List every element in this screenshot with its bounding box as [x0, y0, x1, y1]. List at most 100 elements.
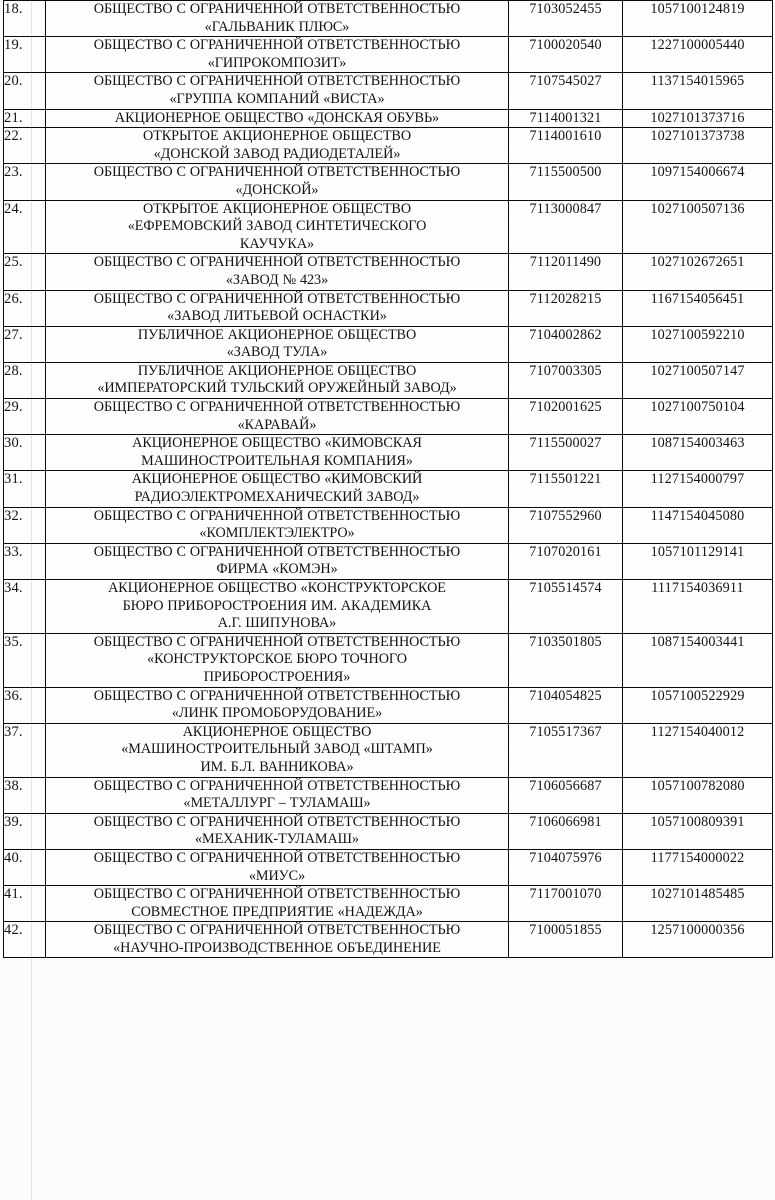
inn-value: 7103052455	[508, 0, 623, 38]
row-number: 42.	[3, 921, 46, 959]
ogrn-value: 1027100507147	[622, 361, 773, 400]
row-number: 33.	[3, 542, 46, 581]
inn-value: 7107020161	[508, 542, 623, 581]
row-number: 25.	[3, 253, 46, 291]
table-row: 38. ОБЩЕСТВО С ОГРАНИЧЕННОЙ ОТВЕТСТВЕННОС…	[3, 776, 773, 814]
registry-table: 18. ОБЩЕСТВО С ОГРАНИЧЕННОЙ ОТВЕТСТВЕННОС…	[3, 0, 773, 959]
organization-name-line: АКЦИОНЕРНОЕ ОБЩЕСТВО	[182, 723, 372, 740]
organization-name-line: «ЕФРЕМОВСКИЙ ЗАВОД СИНТЕТИЧЕСКОГО	[127, 218, 427, 235]
table-row: 29. ОБЩЕСТВО С ОГРАНИЧЕННОЙ ОТВЕТСТВЕННОС…	[3, 398, 773, 436]
organization-name-line: ОТКРЫТОЕ АКЦИОНЕРНОЕ ОБЩЕСТВО	[142, 200, 412, 217]
ogrn-value: 1127154040012	[622, 722, 773, 778]
row-number: 18.	[3, 0, 46, 38]
organization-name-line: РАДИОЭЛЕКТРОМЕХАНИЧЕСКИЙ ЗАВОД»	[134, 489, 420, 506]
inn-value: 7113000847	[508, 199, 623, 255]
inn-value: 7114001610	[508, 127, 623, 165]
organization-name: ОБЩЕСТВО С ОГРАНИЧЕННОЙ ОТВЕТСТВЕННОСТЬЮ…	[45, 0, 509, 38]
organization-name: ОТКРЫТОЕ АКЦИОНЕРНОЕ ОБЩЕСТВО «ДОНСКОЙ ЗА…	[45, 127, 509, 165]
inn-value: 7100020540	[508, 36, 623, 74]
organization-name: ОБЩЕСТВО С ОГРАНИЧЕННОЙ ОТВЕТСТВЕННОСТЬЮ…	[45, 506, 509, 544]
ogrn-value: 1177154000022	[622, 848, 773, 887]
organization-name-line: «КОМПЛЕКТЭЛЕКТРО»	[199, 525, 355, 542]
organization-name: ОБЩЕСТВО С ОГРАНИЧЕННОЙ ОТВЕТСТВЕННОСТЬЮ…	[45, 253, 509, 291]
organization-name-line: ОБЩЕСТВО С ОГРАНИЧЕННОЙ ОТВЕТСТВЕННОСТЬЮ	[93, 687, 461, 704]
organization-name: ОБЩЕСТВО С ОГРАНИЧЕННОЙ ОТВЕТСТВЕННОСТЬЮ…	[45, 632, 509, 688]
ogrn-value: 1087154003463	[622, 434, 773, 472]
inn-value: 7117001070	[508, 885, 623, 923]
row-number: 38.	[3, 776, 46, 814]
inn-value: 7115500500	[508, 163, 623, 201]
table-row: 31. АКЦИОНЕРНОЕ ОБЩЕСТВО «КИМОВСКИЙ РАДИОЭ…	[3, 470, 773, 508]
organization-name-line: ОБЩЕСТВО С ОГРАНИЧЕННОЙ ОТВЕТСТВЕННОСТЬЮ	[93, 633, 461, 650]
table-row: 42. ОБЩЕСТВО С ОГРАНИЧЕННОЙ ОТВЕТСТВЕННОС…	[3, 921, 773, 959]
row-number: 22.	[3, 127, 46, 165]
organization-name-line: ОБЩЕСТВО С ОГРАНИЧЕННОЙ ОТВЕТСТВЕННОСТЬЮ	[93, 922, 461, 939]
row-number: 37.	[3, 722, 46, 778]
inn-value: 7115501221	[508, 470, 623, 508]
table-row: 19. ОБЩЕСТВО С ОГРАНИЧЕННОЙ ОТВЕТСТВЕННОС…	[3, 36, 773, 74]
row-number: 23.	[3, 163, 46, 201]
ogrn-value: 1087154003441	[622, 632, 773, 688]
table-row: 21. АКЦИОНЕРНОЕ ОБЩЕСТВО «ДОНСКАЯ ОБУВЬ» 7…	[3, 108, 773, 129]
organization-name: ПУБЛИЧНОЕ АКЦИОНЕРНОЕ ОБЩЕСТВО «ЗАВОД ТУЛ…	[45, 325, 509, 363]
organization-name: АКЦИОНЕРНОЕ ОБЩЕСТВО «ДОНСКАЯ ОБУВЬ»	[45, 108, 509, 129]
organization-name: АКЦИОНЕРНОЕ ОБЩЕСТВО «КИМОВСКАЯ МАШИНОСТР…	[45, 434, 509, 472]
organization-name: ОБЩЕСТВО С ОГРАНИЧЕННОЙ ОТВЕТСТВЕННОСТЬЮ…	[45, 921, 509, 959]
ogrn-value: 1057100522929	[622, 686, 773, 724]
organization-name: ОБЩЕСТВО С ОГРАНИЧЕННОЙ ОТВЕТСТВЕННОСТЬЮ…	[45, 812, 509, 850]
organization-name-line: «ГРУППА КОМПАНИЙ «ВИСТА»	[169, 90, 385, 107]
organization-name-line: АКЦИОНЕРНОЕ ОБЩЕСТВО «ДОНСКАЯ ОБУВЬ»	[114, 109, 440, 126]
organization-name-line: «МЕТАЛЛУРГ – ТУЛАМАШ»	[183, 795, 371, 812]
organization-name-line: ОБЩЕСТВО С ОГРАНИЧЕННОЙ ОТВЕТСТВЕННОСТЬЮ	[93, 37, 461, 54]
registry-table-body: 18. ОБЩЕСТВО С ОГРАНИЧЕННОЙ ОТВЕТСТВЕННОС…	[3, 0, 773, 959]
organization-name-line: «ГАЛЬВАНИК ПЛЮС»	[204, 18, 350, 35]
table-row: 22. ОТКРЫТОЕ АКЦИОНЕРНОЕ ОБЩЕСТВО «ДОНСКОЙ…	[3, 127, 773, 165]
organization-name-line: ОБЩЕСТВО С ОГРАНИЧЕННОЙ ОТВЕТСТВЕННОСТЬЮ	[93, 164, 461, 181]
inn-value: 7104054825	[508, 686, 623, 724]
ogrn-value: 1127154000797	[622, 470, 773, 508]
organization-name-line: ФИРМА «КОМЭН»	[216, 561, 338, 578]
organization-name-line: «КАРАВАЙ»	[237, 416, 317, 433]
organization-name-line: АКЦИОНЕРНОЕ ОБЩЕСТВО «КИМОВСКАЯ	[132, 435, 422, 452]
organization-name-line: «МЕХАНИК-ТУЛАМАШ»	[195, 831, 359, 848]
ogrn-value: 1137154015965	[622, 72, 773, 110]
organization-name-line: «КОНСТРУКТОРСКОЕ БЮРО ТОЧНОГО	[147, 651, 407, 668]
table-row: 32. ОБЩЕСТВО С ОГРАНИЧЕННОЙ ОТВЕТСТВЕННОС…	[3, 506, 773, 544]
table-row: 37. АКЦИОНЕРНОЕ ОБЩЕСТВО «МАШИНОСТРОИТЕЛЬН…	[3, 722, 773, 778]
organization-name: ОБЩЕСТВО С ОГРАНИЧЕННОЙ ОТВЕТСТВЕННОСТЬЮ…	[45, 885, 509, 923]
inn-value: 7114001321	[508, 108, 623, 129]
table-row: 41. ОБЩЕСТВО С ОГРАНИЧЕННОЙ ОТВЕТСТВЕННОС…	[3, 885, 773, 923]
ogrn-value: 1227100005440	[622, 36, 773, 74]
organization-name: ОБЩЕСТВО С ОГРАНИЧЕННОЙ ОТВЕТСТВЕННОСТЬЮ…	[45, 848, 509, 887]
inn-value: 7100051855	[508, 921, 623, 959]
row-number: 35.	[3, 632, 46, 688]
organization-name-line: «ЗАВОД ТУЛА»	[226, 344, 328, 361]
organization-name-line: ОТКРЫТОЕ АКЦИОНЕРНОЕ ОБЩЕСТВО	[142, 128, 412, 145]
organization-name: ОБЩЕСТВО С ОГРАНИЧЕННОЙ ОТВЕТСТВЕННОСТЬЮ…	[45, 36, 509, 74]
row-number: 41.	[3, 885, 46, 923]
organization-name-line: «ИМПЕРАТОРСКИЙ ТУЛЬСКИЙ ОРУЖЕЙНЫЙ ЗАВОД»	[97, 380, 457, 397]
inn-value: 7104075976	[508, 848, 623, 887]
inn-value: 7112028215	[508, 289, 623, 327]
table-row: 40. ОБЩЕСТВО С ОГРАНИЧЕННОЙ ОТВЕТСТВЕННОС…	[3, 848, 773, 887]
organization-name-line: ПУБЛИЧНОЕ АКЦИОНЕРНОЕ ОБЩЕСТВО	[137, 362, 417, 379]
ogrn-value: 1057101129141	[622, 542, 773, 581]
organization-name-line: «ДОНСКОЙ»	[235, 181, 319, 198]
organization-name-line: ПУБЛИЧНОЕ АКЦИОНЕРНОЕ ОБЩЕСТВО	[137, 326, 417, 343]
inn-value: 7103501805	[508, 632, 623, 688]
table-row: 27. ПУБЛИЧНОЕ АКЦИОНЕРНОЕ ОБЩЕСТВО «ЗАВОД …	[3, 325, 773, 363]
row-number: 28.	[3, 361, 46, 400]
table-row: 18. ОБЩЕСТВО С ОГРАНИЧЕННОЙ ОТВЕТСТВЕННОС…	[3, 0, 773, 38]
ogrn-value: 1257100000356	[622, 921, 773, 959]
organization-name-line: «МАШИНОСТРОИТЕЛЬНЫЙ ЗАВОД «ШТАМП»	[121, 741, 433, 758]
table-row: 25. ОБЩЕСТВО С ОГРАНИЧЕННОЙ ОТВЕТСТВЕННОС…	[3, 253, 773, 291]
ogrn-value: 1027101485485	[622, 885, 773, 923]
organization-name-line: «ДОНСКОЙ ЗАВОД РАДИОДЕТАЛЕЙ»	[153, 145, 401, 162]
inn-value: 7105514574	[508, 579, 623, 634]
table-row: 20. ОБЩЕСТВО С ОГРАНИЧЕННОЙ ОТВЕТСТВЕННОС…	[3, 72, 773, 110]
ogrn-value: 1027100507136	[622, 199, 773, 255]
inn-value: 7104002862	[508, 325, 623, 363]
row-number: 39.	[3, 812, 46, 850]
row-number: 20.	[3, 72, 46, 110]
